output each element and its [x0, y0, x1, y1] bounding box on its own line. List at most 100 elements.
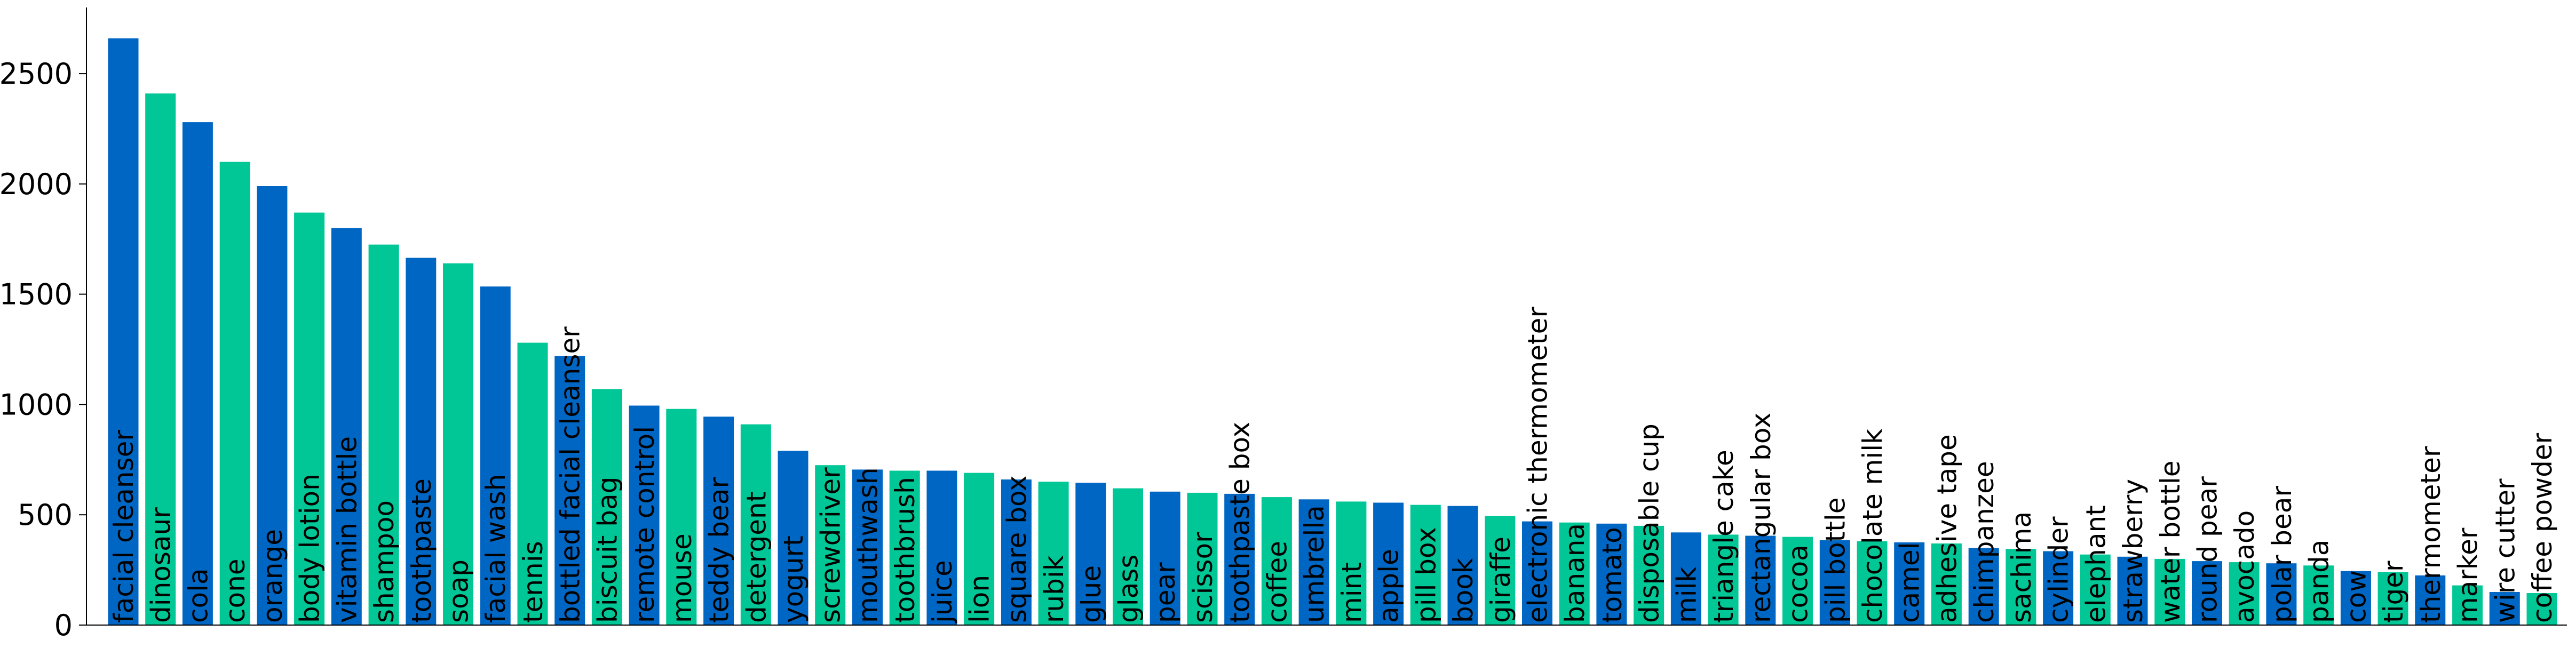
bar — [1224, 493, 1255, 625]
bar — [1298, 499, 1329, 625]
bar-category-label: tiger — [2378, 561, 2409, 623]
bar — [2192, 561, 2222, 625]
bar — [1187, 492, 1218, 625]
bar-category-label: pear — [1150, 562, 1181, 623]
bar-category-label: cow — [2341, 570, 2372, 623]
bar-category-label: glue — [1076, 565, 1107, 623]
bar — [1894, 542, 1925, 625]
bar-category-label: pill box — [1410, 527, 1441, 623]
bar — [1782, 537, 1813, 625]
bar-category-label: wire cutter — [2490, 478, 2520, 623]
bar — [1968, 548, 1999, 626]
bar-category-label: camel — [1895, 542, 1925, 623]
bar-category-label: yogurt — [778, 535, 809, 623]
bar-category-label: vitamin bottle — [331, 436, 362, 623]
bar-category-label: mint — [1336, 562, 1367, 623]
bar-category-label: polar bear — [2266, 486, 2297, 623]
bar-category-label: shampoo — [369, 500, 400, 623]
bar-category-label: rectangular box — [1746, 413, 1777, 623]
bar — [1113, 488, 1143, 625]
bar — [1075, 483, 1106, 625]
bar — [331, 228, 362, 626]
bar — [1931, 543, 1962, 625]
bar — [1373, 502, 1404, 625]
bar — [257, 186, 288, 625]
bar-category-label: lion — [964, 575, 995, 623]
bar — [480, 286, 511, 625]
bar — [368, 244, 399, 626]
bar — [2229, 562, 2260, 625]
bar — [2377, 572, 2408, 625]
bar — [2117, 556, 2148, 625]
bar — [406, 258, 437, 625]
bar-category-label: book — [1448, 558, 1479, 623]
bar — [629, 405, 660, 625]
bar-category-label: thermometer — [2415, 446, 2446, 623]
bar — [1634, 525, 1665, 625]
bar-category-label: cone — [220, 558, 251, 623]
bar-category-label: banana — [1559, 523, 1590, 623]
bar-category-label: apple — [1374, 549, 1405, 623]
bar-category-label: giraffe — [1485, 537, 1516, 623]
bar — [182, 122, 213, 626]
bar-category-label: disposable cup — [1634, 423, 1665, 623]
bar-category-label: panda — [2304, 540, 2335, 623]
bar-category-label: facial cleanser — [108, 430, 139, 623]
bar — [1596, 523, 1627, 625]
bar — [1745, 535, 1776, 625]
bar-category-label: toothpaste — [406, 478, 437, 623]
bar — [1447, 506, 1478, 625]
bar — [2080, 554, 2111, 625]
bar-category-label: cocoa — [1783, 545, 1814, 623]
y-tick-label: 1000 — [0, 388, 73, 421]
bar-category-label: square box — [1001, 475, 1032, 623]
bar-category-label: toothpaste box — [1225, 422, 1256, 623]
bar-category-label: tomato — [1597, 527, 1628, 623]
bar — [1410, 505, 1441, 625]
bar-category-label: juice — [927, 560, 958, 623]
bar-category-label: body lotion — [295, 474, 326, 623]
bar-category-label: orange — [257, 529, 288, 623]
bar-category-label: facial wash — [480, 474, 511, 623]
bar — [443, 263, 473, 625]
bar-category-label: triangle cake — [1708, 450, 1739, 623]
bar-category-label: cola — [183, 568, 213, 623]
bar — [1559, 522, 1590, 625]
bar — [108, 38, 139, 625]
bar — [2006, 549, 2036, 625]
y-tick-label: 0 — [54, 609, 73, 642]
bar — [926, 470, 957, 625]
bar — [1670, 532, 1701, 625]
bar — [1857, 541, 1888, 625]
bar-category-label: teddy bear — [704, 477, 735, 623]
bar-category-label: sachima — [2006, 511, 2037, 623]
bar — [2303, 565, 2334, 625]
bar-category-label: detergent — [741, 492, 772, 623]
bar-category-label: strawberry — [2118, 479, 2149, 623]
bar-category-label: rubik — [1039, 555, 1069, 623]
bar — [666, 409, 697, 625]
bar — [1708, 534, 1739, 625]
bar — [2266, 563, 2297, 625]
bar — [2526, 593, 2557, 625]
bar — [1485, 516, 1516, 625]
bar — [703, 417, 734, 625]
bar — [591, 389, 622, 625]
bar — [964, 473, 995, 625]
bar-category-label: toothbrush — [890, 477, 921, 623]
bar-category-label: biscuit bag — [592, 477, 623, 623]
bar — [2340, 571, 2371, 625]
bar — [1261, 497, 1292, 625]
axes-layer: 0 500 1000 1500 2000 2500 — [0, 7, 2567, 642]
bar-category-label: milk — [1671, 567, 1702, 623]
bar — [2043, 551, 2074, 625]
bar-category-label: glass — [1113, 555, 1144, 623]
bar-category-label: scissor — [1187, 532, 1218, 623]
bar-labels-layer: facial cleanser dinosaur cola cone orange bod… — [108, 307, 2558, 623]
bar — [1819, 540, 1850, 625]
bar-category-label: soap — [443, 559, 474, 623]
bar-category-label: remote control — [629, 426, 660, 623]
y-tick-label: 2000 — [0, 167, 73, 201]
